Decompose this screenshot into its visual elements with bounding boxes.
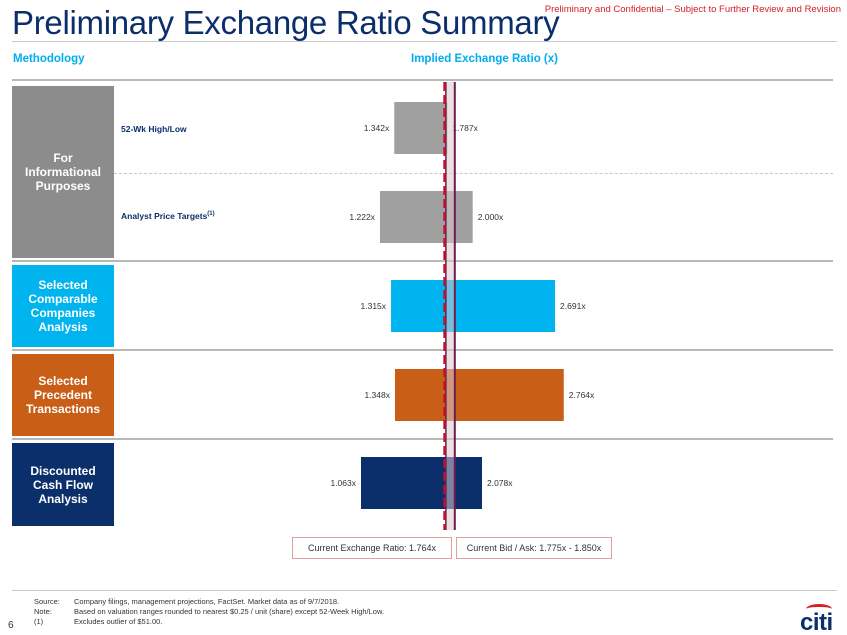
high-value-label: 2.691x <box>560 301 586 311</box>
footer-source-key: Source: <box>34 597 60 606</box>
range-bar <box>394 102 448 154</box>
legend-current-ratio: Current Exchange Ratio: 1.764x <box>292 537 452 559</box>
category-dcf: Discounted Cash Flow Analysis <box>12 443 114 526</box>
footer-footnote-text: Excludes outlier of $51.00. <box>74 617 163 626</box>
range-bar <box>379 191 473 243</box>
footer-source: Source: Company filings, management proj… <box>34 597 339 606</box>
high-value-label: 2.000x <box>478 212 504 222</box>
sublabel-52wk: 52-Wk High/Low <box>121 124 187 134</box>
category-precedent-transactions: Selected Precedent Transactions <box>12 354 114 436</box>
footer-source-text: Company filings, management projections,… <box>74 597 340 606</box>
high-value-label: 2.764x <box>569 390 595 400</box>
low-value-label: 1.342x <box>364 123 390 133</box>
citi-logo: citi <box>800 609 833 635</box>
confidential-notice: Preliminary and Confidential – Subject t… <box>544 4 841 15</box>
footnote-marker: (1) <box>207 211 215 218</box>
page-title: Preliminary Exchange Ratio Summary <box>12 4 560 41</box>
range-bar <box>394 369 564 421</box>
page-number: 6 <box>8 620 14 631</box>
methodology-header: Methodology <box>13 53 85 65</box>
title-divider <box>12 41 837 42</box>
footer-note-text: Based on valuation ranges rounded to nea… <box>74 607 385 616</box>
range-bar <box>391 280 556 332</box>
legend-bid-ask: Current Bid / Ask: 1.775x - 1.850x <box>456 537 612 559</box>
low-value-label: 1.348x <box>364 390 390 400</box>
sublabel-analyst-text: Analyst Price Targets <box>121 211 208 221</box>
section-divider-3 <box>12 438 833 440</box>
footer-divider <box>12 590 837 591</box>
implied-ratio-header: Implied Exchange Ratio (x) <box>411 53 558 65</box>
range-bar <box>361 457 482 509</box>
row-divider-dashed <box>114 173 833 174</box>
sublabel-analyst: Analyst Price Targets(1) <box>121 211 215 221</box>
section-divider-2 <box>12 349 833 351</box>
citi-logo-arc <box>806 604 832 614</box>
footer-footnote: (1) Excludes outlier of $51.00. <box>34 617 162 626</box>
category-informational: For Informational Purposes <box>12 86 114 258</box>
header-divider <box>12 79 833 81</box>
bid-ask-band <box>445 82 455 530</box>
category-comparable-companies: Selected Comparable Companies Analysis <box>12 265 114 347</box>
section-divider-1 <box>12 260 833 262</box>
high-value-label: 2.078x <box>487 478 513 488</box>
low-value-label: 1.222x <box>349 212 375 222</box>
footer-note: Note: Based on valuation ranges rounded … <box>34 607 384 616</box>
footer-footnote-key: (1) <box>34 617 44 626</box>
low-value-label: 1.315x <box>361 301 387 311</box>
high-value-label: 1.787x <box>452 123 478 133</box>
low-value-label: 1.063x <box>330 478 356 488</box>
footer-note-key: Note: <box>34 607 52 616</box>
